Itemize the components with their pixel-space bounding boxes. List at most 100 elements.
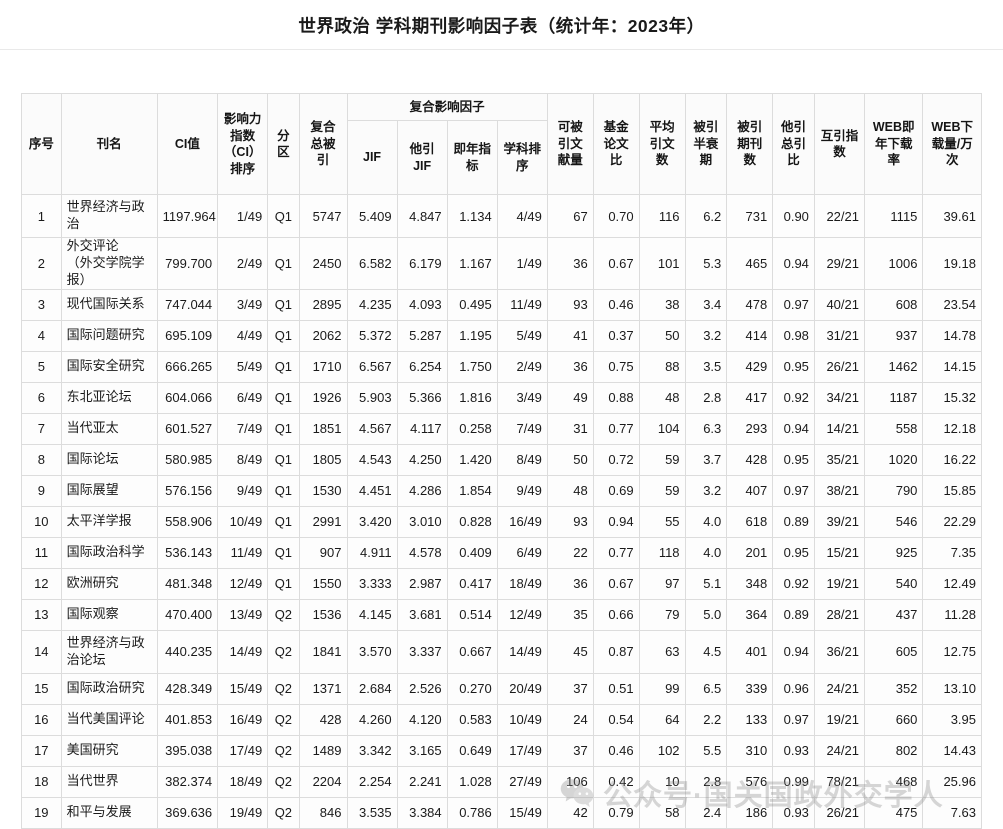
cell-jif: 2.254 xyxy=(346,765,398,798)
table-row[interactable]: 12 欧洲研究 481.348 12/49 Q1 1550 3.333 2.987 0.417 1… xyxy=(21,567,982,600)
journal-name-line: 现代国际关系 xyxy=(66,296,145,312)
cell-half-life: 4.0 xyxy=(684,505,728,538)
header-ci[interactable]: CI值 xyxy=(156,93,219,195)
cell-journal-name[interactable]: 东北亚论坛 xyxy=(60,381,158,414)
header-other-cite-ratio[interactable]: 他引总引比 xyxy=(772,93,815,195)
cell-ci: 395.038 xyxy=(156,734,219,767)
journal-name-line: 和平与发展 xyxy=(66,804,132,820)
header-total-cites[interactable]: 复合总被引 xyxy=(298,93,348,195)
cell-half-life: 4.0 xyxy=(684,536,728,569)
header-jif[interactable]: JIF xyxy=(346,120,398,195)
cell-total-cites: 2204 xyxy=(298,765,348,798)
cell-journal-name[interactable]: 国际政治科学 xyxy=(60,536,158,569)
table-row[interactable]: 5 国际安全研究 666.265 5/49 Q1 1710 6.567 6.254 1.750 2… xyxy=(21,350,982,383)
cell-journal-name[interactable]: 世界经济与政治 xyxy=(60,194,158,238)
table-row[interactable]: 1 世界经济与政治 1197.964 1/49 Q1 5747 5.409 4.847 1.13… xyxy=(21,194,982,238)
table-row[interactable]: 6 东北亚论坛 604.066 6/49 Q1 1926 5.903 5.366 1.816 3/… xyxy=(21,381,982,414)
cell-other-ratio: 0.94 xyxy=(772,237,815,290)
cell-subj-rank: 2/49 xyxy=(496,350,548,383)
header-half-life[interactable]: 被引半衰期 xyxy=(684,93,728,195)
journal-name-line: 国际问题研究 xyxy=(66,327,145,343)
table-row[interactable]: 7 当代亚太 601.527 7/49 Q1 1851 4.567 4.117 0.258 7/4… xyxy=(21,412,982,445)
cell-journal-name[interactable]: 国际论坛 xyxy=(60,443,158,476)
cell-journal-name[interactable]: 国际政治研究 xyxy=(60,672,158,705)
table-row[interactable]: 9 国际展望 576.156 9/49 Q1 1530 4.451 4.286 1.854 9/4… xyxy=(21,474,982,507)
cell-journal-name[interactable]: 太平洋学报 xyxy=(60,505,158,538)
table-row[interactable]: 14 世界经济与政 治论坛 440.235 14/49 Q2 1841 3.570 3.337 0… xyxy=(21,629,982,674)
cell-other-jif: 4.847 xyxy=(396,194,448,238)
cell-citing-jrnls: 417 xyxy=(726,381,774,414)
header-web-immediacy[interactable]: WEB即年下载率 xyxy=(863,93,924,195)
cell-web-downloads: 12.18 xyxy=(922,412,982,445)
cell-quartile: Q1 xyxy=(267,567,300,600)
cell-mutual-index: 24/21 xyxy=(813,672,866,705)
cell-journal-name[interactable]: 国际展望 xyxy=(60,474,158,507)
header-quartile[interactable]: 分区 xyxy=(267,93,300,195)
header-avg-refs[interactable]: 平均引文数 xyxy=(638,93,686,195)
cell-journal-name[interactable]: 当代亚太 xyxy=(60,412,158,445)
header-mutual-index[interactable]: 互引指数 xyxy=(813,93,866,195)
cell-citable-docs: 31 xyxy=(546,412,594,445)
table-row[interactable]: 8 国际论坛 580.985 8/49 Q1 1805 4.543 4.250 1.420 8/4… xyxy=(21,443,982,476)
cell-total-cites: 428 xyxy=(298,703,348,736)
table-row[interactable]: 15 国际政治研究 428.349 15/49 Q2 1371 2.684 2.526 0.27… xyxy=(21,672,982,705)
cell-half-life: 5.1 xyxy=(684,567,728,600)
cell-avg-refs: 63 xyxy=(638,629,686,674)
cell-rank: 12 xyxy=(21,567,62,600)
cell-quartile: Q1 xyxy=(267,350,300,383)
cell-jif: 4.911 xyxy=(346,536,398,569)
cell-journal-name[interactable]: 欧洲研究 xyxy=(60,567,158,600)
cell-journal-name[interactable]: 世界经济与政 治论坛 xyxy=(60,629,158,674)
header-other-jif[interactable]: 他引JIF xyxy=(396,120,448,195)
cell-quartile: Q2 xyxy=(267,734,300,767)
header-ci-rank[interactable]: 影响力指数（CI）排序 xyxy=(217,93,269,195)
cell-immediacy: 0.649 xyxy=(446,734,498,767)
cell-ci-rank: 9/49 xyxy=(217,474,269,507)
cell-fund-ratio: 0.87 xyxy=(592,629,640,674)
cell-rank: 6 xyxy=(21,381,62,414)
cell-journal-name[interactable]: 现代国际关系 xyxy=(60,288,158,321)
cell-other-ratio: 0.96 xyxy=(772,672,815,705)
journal-name-line: 世界经济与政 xyxy=(66,634,145,650)
cell-journal-name[interactable]: 国际安全研究 xyxy=(60,350,158,383)
table-row[interactable]: 18 当代世界 382.374 18/49 Q2 2204 2.254 2.241 1.028 2… xyxy=(21,765,982,798)
table-row[interactable]: 16 当代美国评论 401.853 16/49 Q2 428 4.260 4.120 0.583… xyxy=(21,703,982,736)
header-web-downloads[interactable]: WEB下载量/万次 xyxy=(922,93,982,195)
table-row[interactable]: 19 和平与发展 369.636 19/49 Q2 846 3.535 3.384 0.786 1… xyxy=(21,796,982,829)
header-rank[interactable]: 序号 xyxy=(21,93,62,195)
header-citing-journals[interactable]: 被引期刊数 xyxy=(726,93,774,195)
cell-rank: 13 xyxy=(21,598,62,631)
cell-avg-refs: 10 xyxy=(638,765,686,798)
cell-total-cites: 2895 xyxy=(298,288,348,321)
header-journal[interactable]: 刊名 xyxy=(60,93,158,195)
table-row[interactable]: 3 现代国际关系 747.044 3/49 Q1 2895 4.235 4.093 0.495 1… xyxy=(21,288,982,321)
cell-subj-rank: 7/49 xyxy=(496,412,548,445)
cell-journal-name[interactable]: 外交评论 （外交学院学报） xyxy=(60,237,158,290)
table-row[interactable]: 17 美国研究 395.038 17/49 Q2 1489 3.342 3.165 0.649 1… xyxy=(21,734,982,767)
header-immediacy[interactable]: 即年指标 xyxy=(446,120,498,195)
cell-journal-name[interactable]: 国际问题研究 xyxy=(60,319,158,352)
cell-web-downloads: 25.96 xyxy=(922,765,982,798)
cell-total-cites: 2991 xyxy=(298,505,348,538)
cell-avg-refs: 116 xyxy=(638,194,686,238)
cell-journal-name[interactable]: 当代美国评论 xyxy=(60,703,158,736)
cell-journal-name[interactable]: 美国研究 xyxy=(60,734,158,767)
cell-journal-name[interactable]: 和平与发展 xyxy=(60,796,158,829)
cell-journal-name[interactable]: 当代世界 xyxy=(60,765,158,798)
cell-immediacy: 0.828 xyxy=(446,505,498,538)
cell-half-life: 3.4 xyxy=(684,288,728,321)
cell-journal-name[interactable]: 国际观察 xyxy=(60,598,158,631)
header-citable-docs[interactable]: 可被引文献量 xyxy=(546,93,594,195)
header-fund-ratio[interactable]: 基金论文比 xyxy=(592,93,640,195)
table-row[interactable]: 2 外交评论 （外交学院学报） 799.700 2/49 Q1 2450 6.582 6.179… xyxy=(21,237,982,290)
table-row[interactable]: 4 国际问题研究 695.109 4/49 Q1 2062 5.372 5.287 1.195 5… xyxy=(21,319,982,352)
cell-other-jif: 4.120 xyxy=(396,703,448,736)
table-row[interactable]: 11 国际政治科学 536.143 11/49 Q1 907 4.911 4.578 0.409… xyxy=(21,536,982,569)
cell-mutual-index: 78/21 xyxy=(813,765,866,798)
table-row[interactable]: 10 太平洋学报 558.906 10/49 Q1 2991 3.420 3.010 0.828… xyxy=(21,505,982,538)
table-row[interactable]: 13 国际观察 470.400 13/49 Q2 1536 4.145 3.681 0.514 1… xyxy=(21,598,982,631)
header-subject-rank[interactable]: 学科排序 xyxy=(496,120,548,195)
cell-web-downloads: 19.18 xyxy=(922,237,982,290)
cell-other-ratio: 0.89 xyxy=(772,505,815,538)
cell-quartile: Q1 xyxy=(267,443,300,476)
